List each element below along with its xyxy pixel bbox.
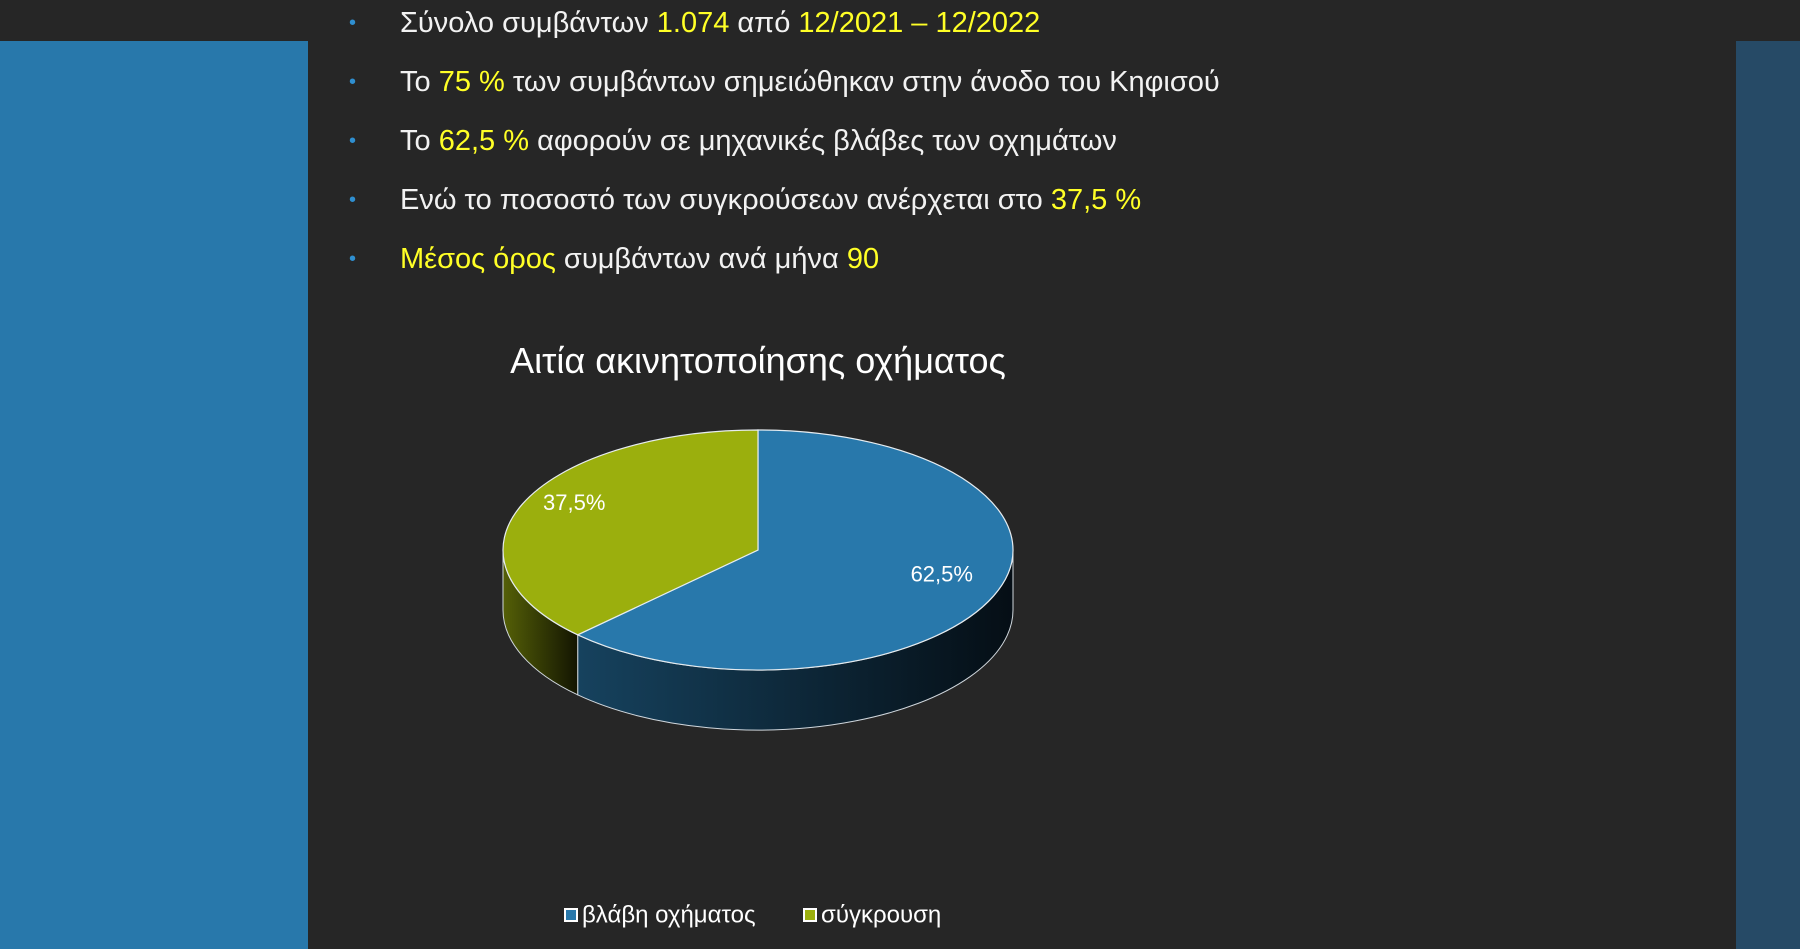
highlight-text: 90 <box>846 243 880 275</box>
pie-slice-1 <box>576 429 1014 671</box>
pie-chart: 62,5% 37,5% Αιτία ακινητοποίησης οχήματος β… <box>502 340 1014 928</box>
legend-label: σύγκρουση <box>821 901 941 928</box>
legend-item: σύγκρουση <box>803 901 941 928</box>
bullet-list: • Σύνολο συμβάντων 1.074 από 12/2021 – 12… <box>340 6 1240 301</box>
chart-legend: βλάβη οχήματος σύγκρουση <box>564 901 941 928</box>
data-label: 37,5% <box>543 490 605 515</box>
bullet-marker: • <box>349 71 357 93</box>
bullet-marker: • <box>349 130 357 152</box>
bullet-item: • Το 62,5 % αφορούν σε μηχανικές βλάβες τ… <box>340 124 1240 158</box>
pie-slices <box>502 429 1014 671</box>
bullet-text: των συμβάντων σημειώθηκαν στην άνοδο του… <box>504 66 1220 98</box>
slide: • Σύνολο συμβάντων 1.074 από 12/2021 – 12… <box>308 0 1736 949</box>
highlight-text: 1.074 <box>656 7 730 39</box>
highlight-text: 12/2021 – 12/2022 <box>798 7 1041 39</box>
left-side-panel <box>0 41 308 949</box>
bullet-marker: • <box>349 248 357 270</box>
highlight-text: Μέσος όρος <box>400 243 556 275</box>
legend-item: βλάβη οχήματος <box>564 901 756 928</box>
bullet-marker: • <box>349 189 357 211</box>
bullet-item: • Μέσος όρος συμβάντων ανά μήνα 90 <box>340 242 1240 276</box>
right-side-panel <box>1736 41 1800 949</box>
chart-title: Αιτία ακινητοποίησης οχήματος <box>510 340 1006 381</box>
bullet-text: Ενώ το ποσοστό των συγκρούσεων ανέρχεται… <box>400 184 1051 216</box>
bullet-text: συμβάντων ανά μήνα <box>555 243 847 275</box>
bullet-text: Σύνολο συμβάντων <box>400 7 657 39</box>
legend-label: βλάβη οχήματος <box>582 901 756 928</box>
bullet-text: από <box>729 7 799 39</box>
highlight-text: 37,5 % <box>1050 184 1142 216</box>
highlight-text: 62,5 % <box>438 125 530 157</box>
highlight-text: 75 % <box>438 66 505 98</box>
legend-swatch <box>564 908 578 922</box>
pie-slice-2 <box>502 429 759 636</box>
bullet-item: • Σύνολο συμβάντων 1.074 από 12/2021 – 12… <box>340 6 1240 40</box>
data-label: 62,5% <box>911 562 973 587</box>
bullet-item: • Το 75 % των συμβάντων σημειώθηκαν στην … <box>340 65 1240 99</box>
bullet-text: αφορούν σε μηχανικές βλάβες των οχημάτων <box>529 125 1117 157</box>
bullet-text: Το <box>400 66 439 98</box>
bullet-text: Το <box>400 125 439 157</box>
bullet-item: • Ενώ το ποσοστό των συγκρούσεων ανέρχετα… <box>340 183 1240 217</box>
bullet-marker: • <box>349 12 357 34</box>
legend-swatch <box>803 908 817 922</box>
